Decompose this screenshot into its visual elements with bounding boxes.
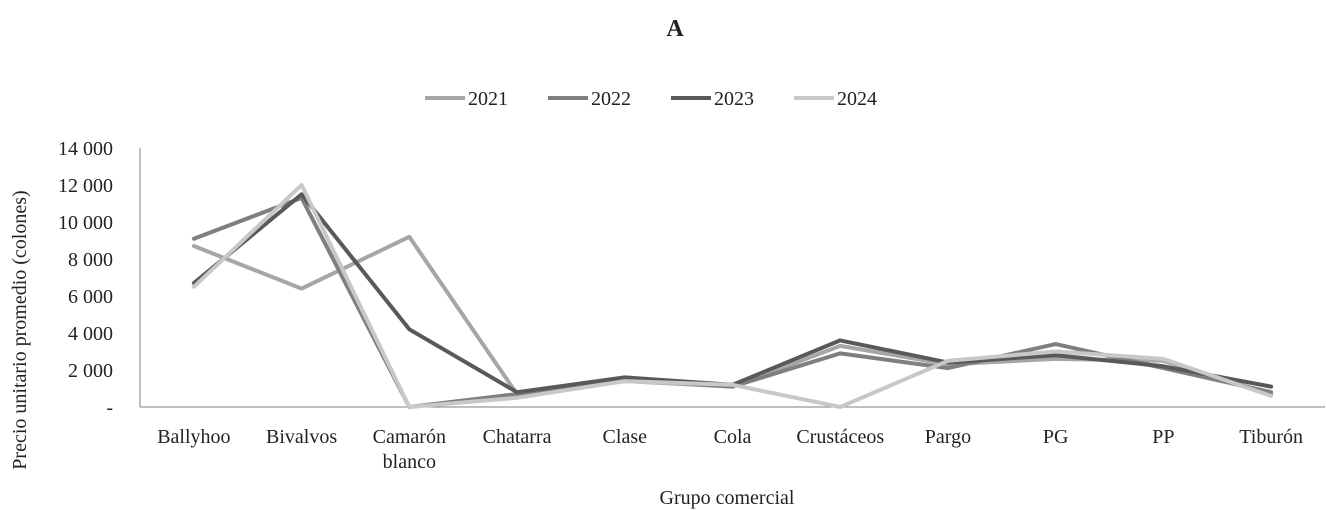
y-tick-label: 10 000 xyxy=(58,212,113,234)
x-tick-label: Cola xyxy=(714,426,752,448)
y-tick-label: - xyxy=(106,397,113,419)
y-tick-label: 14 000 xyxy=(58,138,113,160)
x-tick-label-line: blanco xyxy=(383,451,436,473)
y-tick-label: 4 000 xyxy=(68,323,113,345)
y-tick-label: 2 000 xyxy=(68,360,113,382)
x-tick-label-line: Crustáceos xyxy=(796,426,884,448)
chart-legend: 2021 2022 2023 2024 xyxy=(425,88,877,110)
x-tick-label: Tiburón xyxy=(1239,426,1303,448)
legend-label: 2022 xyxy=(591,88,631,110)
series-line-2024 xyxy=(191,183,1274,409)
x-tick-label-line: Pargo xyxy=(925,426,971,448)
x-tick-label-line: Camarón xyxy=(373,426,446,448)
legend-label: 2023 xyxy=(714,88,754,110)
x-axis-label: Grupo comercial xyxy=(660,487,795,509)
x-tick-label: Camarón blanco xyxy=(373,426,446,473)
legend-label: 2024 xyxy=(837,88,877,110)
x-tick-label-line: Tiburón xyxy=(1239,426,1303,448)
x-tick-label: PG xyxy=(1043,426,1069,448)
x-tick-label-line: PG xyxy=(1043,426,1069,448)
x-tick-label: Bivalvos xyxy=(266,426,337,448)
series-lines xyxy=(191,183,1274,409)
y-tick-label: 6 000 xyxy=(68,286,113,308)
x-tick-label: PP xyxy=(1152,426,1174,448)
x-tick-label-line: Cola xyxy=(714,426,752,448)
x-tick-label: Ballyhoo xyxy=(157,426,230,448)
x-tick-label-line: Ballyhoo xyxy=(157,426,230,448)
series-line-2022 xyxy=(191,195,1274,409)
x-axis-ticks: Ballyhoo Bivalvos Camarón blanco Chatarra Cla… xyxy=(157,426,1303,473)
y-axis-ticks: - 2 000 4 000 6 000 8 000 10 000 12 000 14 000 xyxy=(58,138,113,419)
x-tick-label: Pargo xyxy=(925,426,971,448)
y-axis-label: Precio unitario promedio (colones) xyxy=(9,190,31,469)
y-tick-label: 12 000 xyxy=(58,175,113,197)
x-tick-label: Crustáceos xyxy=(796,426,884,448)
x-tick-label-line: Clase xyxy=(603,426,648,448)
chart-title: A xyxy=(666,16,684,42)
x-tick-label: Chatarra xyxy=(483,426,552,448)
x-tick-label: Clase xyxy=(603,426,648,448)
x-tick-label-line: Bivalvos xyxy=(266,426,337,448)
y-tick-label: 8 000 xyxy=(68,249,113,271)
x-tick-label-line: Chatarra xyxy=(483,426,552,448)
x-tick-label-line: PP xyxy=(1152,426,1174,448)
legend-label: 2021 xyxy=(468,88,508,110)
